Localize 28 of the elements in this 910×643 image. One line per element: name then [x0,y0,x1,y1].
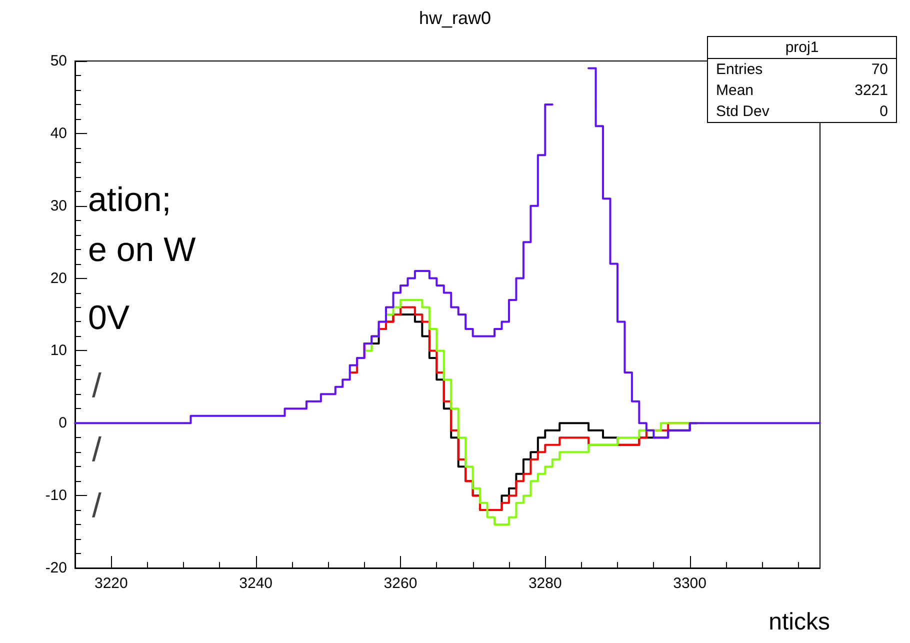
annotation: / [92,367,102,405]
y-tick-label: 20 [50,270,67,287]
x-tick-label: 3300 [673,575,706,592]
chart-title: hw_raw0 [418,8,492,28]
x-tick-label: 3240 [239,575,273,592]
annotation: / [92,487,102,525]
y-tick-label: 10 [50,342,67,360]
y-tick-label: -20 [45,560,67,576]
annotation: Std Dev [716,102,770,122]
x-tick-label: 3280 [528,575,562,592]
x-axis-title: nticks [768,608,830,636]
y-tick-label: 30 [50,197,67,214]
text: 0 [880,102,888,122]
annotation: e on W [88,231,196,269]
annotation: ation; [88,181,172,219]
x-tick-label: 3260 [384,575,418,592]
y-tick-label: 40 [50,124,67,142]
text: 70 [871,60,888,80]
annotation: 0V [88,299,130,337]
text: proj1 [708,37,896,59]
annotation: Entries [716,60,763,80]
y-tick-label: 0 [58,414,67,432]
x-tick-label: 3220 [94,575,128,592]
annotation: Mean [716,81,754,101]
text: 3221 [854,81,888,101]
annotation: / [92,431,102,469]
y-tick-label: -10 [45,487,67,504]
y-tick-label: 50 [50,52,67,70]
